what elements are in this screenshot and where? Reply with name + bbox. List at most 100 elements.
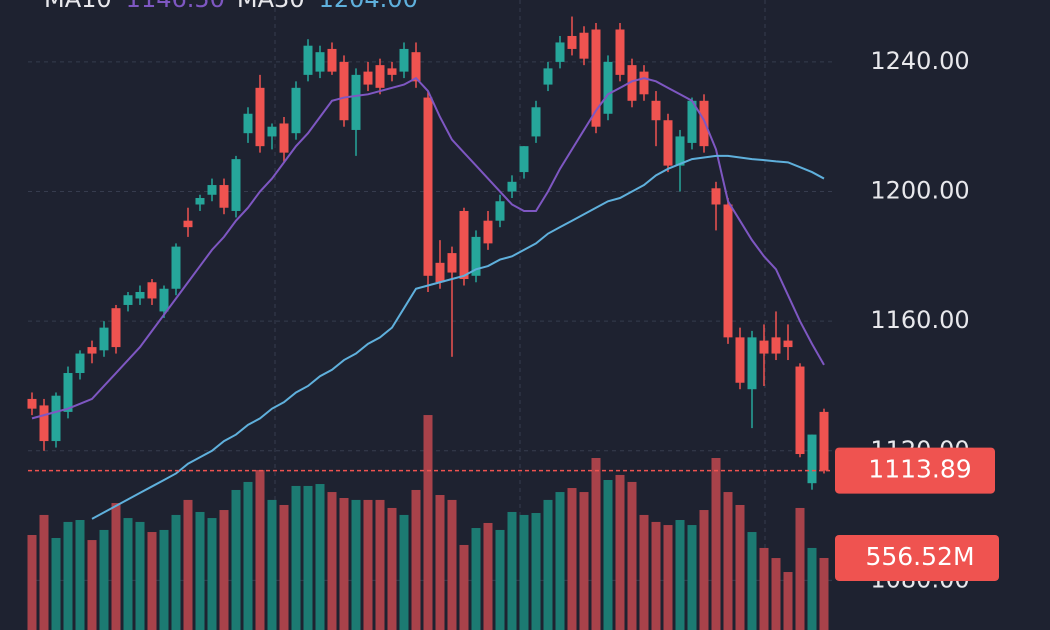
- candle-body: [39, 405, 49, 442]
- candle-body: [303, 45, 313, 75]
- volume-bar: [543, 499, 553, 630]
- candle-body: [63, 373, 73, 412]
- volume-bar: [819, 557, 829, 630]
- volume-bar: [399, 514, 409, 630]
- volume-bar: [579, 492, 589, 630]
- last-volume-label: 556.52M: [865, 542, 974, 571]
- candle-body: [495, 201, 505, 221]
- volume-bar: [75, 519, 85, 630]
- volume-bar: [795, 507, 805, 630]
- candle-body: [291, 87, 301, 134]
- candle-body: [351, 74, 361, 130]
- ma-line: [91, 154, 825, 520]
- candle-body: [279, 123, 289, 153]
- volume-bar: [735, 504, 745, 630]
- legend-name: MA10: [44, 0, 112, 13]
- candle-body: [507, 181, 517, 192]
- volume-bar: [51, 537, 61, 630]
- last-price-tag: [835, 447, 995, 494]
- ma-layer: [31, 76, 825, 520]
- candle-body: [135, 291, 145, 299]
- candle-body: [195, 198, 205, 205]
- candle-body: [675, 136, 685, 166]
- candle-body: [807, 434, 817, 484]
- volume-bar: [615, 474, 625, 630]
- candle-body: [435, 262, 445, 283]
- candle-body: [207, 185, 217, 195]
- candle-body: [183, 220, 193, 228]
- volume-bar: [27, 535, 37, 630]
- volume-bar: [375, 499, 385, 630]
- volume-bar: [351, 499, 361, 630]
- candle-body: [783, 340, 793, 348]
- candle-body: [219, 185, 229, 208]
- candle-body: [375, 65, 385, 88]
- volume-bar: [111, 503, 121, 630]
- candle-body: [111, 308, 121, 348]
- candle-body: [327, 48, 337, 72]
- volume-bar: [507, 511, 517, 630]
- volume-bar: [267, 499, 277, 630]
- candle-body: [423, 97, 433, 276]
- volume-bar: [231, 489, 241, 630]
- volume-bar: [771, 558, 781, 630]
- candle-body: [471, 236, 481, 276]
- volume-bar: [279, 504, 289, 630]
- candle-body: [735, 337, 745, 383]
- volume-bar: [555, 492, 565, 630]
- volume-bar: [591, 458, 601, 630]
- volume-bar: [699, 510, 709, 630]
- candle-body: [27, 398, 37, 409]
- volume-bar: [99, 529, 109, 630]
- candle-body: [579, 32, 589, 59]
- candle-body: [459, 210, 469, 280]
- volume-bar: [411, 489, 421, 630]
- candle-body: [687, 100, 697, 143]
- candle-body: [75, 353, 85, 374]
- volume-bar: [663, 525, 673, 630]
- volume-bar: [435, 495, 445, 630]
- candle-body: [387, 68, 397, 75]
- last-volume-tag: [835, 534, 999, 581]
- candle-body: [231, 159, 241, 211]
- volume-bar: [495, 529, 505, 630]
- candle-body: [51, 395, 61, 442]
- volume-bar: [387, 507, 397, 630]
- volume-bar: [759, 547, 769, 630]
- candle-body: [627, 65, 637, 101]
- volume-bar: [363, 499, 373, 630]
- y-tick-label: 1240.00: [870, 47, 969, 75]
- candle-body: [699, 100, 709, 147]
- legend-name: MA30: [237, 0, 305, 13]
- volume-bar: [567, 488, 577, 630]
- candle-body: [591, 29, 601, 127]
- volume-bar: [171, 514, 181, 630]
- volume-bar: [183, 499, 193, 630]
- candle-body: [339, 61, 349, 121]
- candle-body: [267, 126, 277, 137]
- volume-bar: [723, 492, 733, 630]
- candle-body: [795, 366, 805, 455]
- candle-body: [519, 146, 529, 173]
- candle-body: [771, 337, 781, 354]
- candle-body: [399, 48, 409, 72]
- candle-body: [759, 340, 769, 354]
- legend: MA10 1146.50 MA30 1204.00: [44, 0, 418, 13]
- candle-body: [447, 253, 457, 273]
- volume-bar: [63, 521, 73, 630]
- volume-bar: [447, 499, 457, 630]
- volume-bar: [747, 532, 757, 630]
- candle-body: [99, 327, 109, 351]
- volume-bar: [303, 485, 313, 630]
- candle-layer: [27, 16, 829, 490]
- volume-bar: [339, 497, 349, 630]
- volume-bar: [255, 470, 265, 630]
- volume-bar: [651, 521, 661, 630]
- volume-bar: [639, 514, 649, 630]
- volume-bar: [219, 510, 229, 630]
- volume-bar: [195, 511, 205, 630]
- candle-body: [363, 71, 373, 85]
- volume-bar: [243, 481, 253, 630]
